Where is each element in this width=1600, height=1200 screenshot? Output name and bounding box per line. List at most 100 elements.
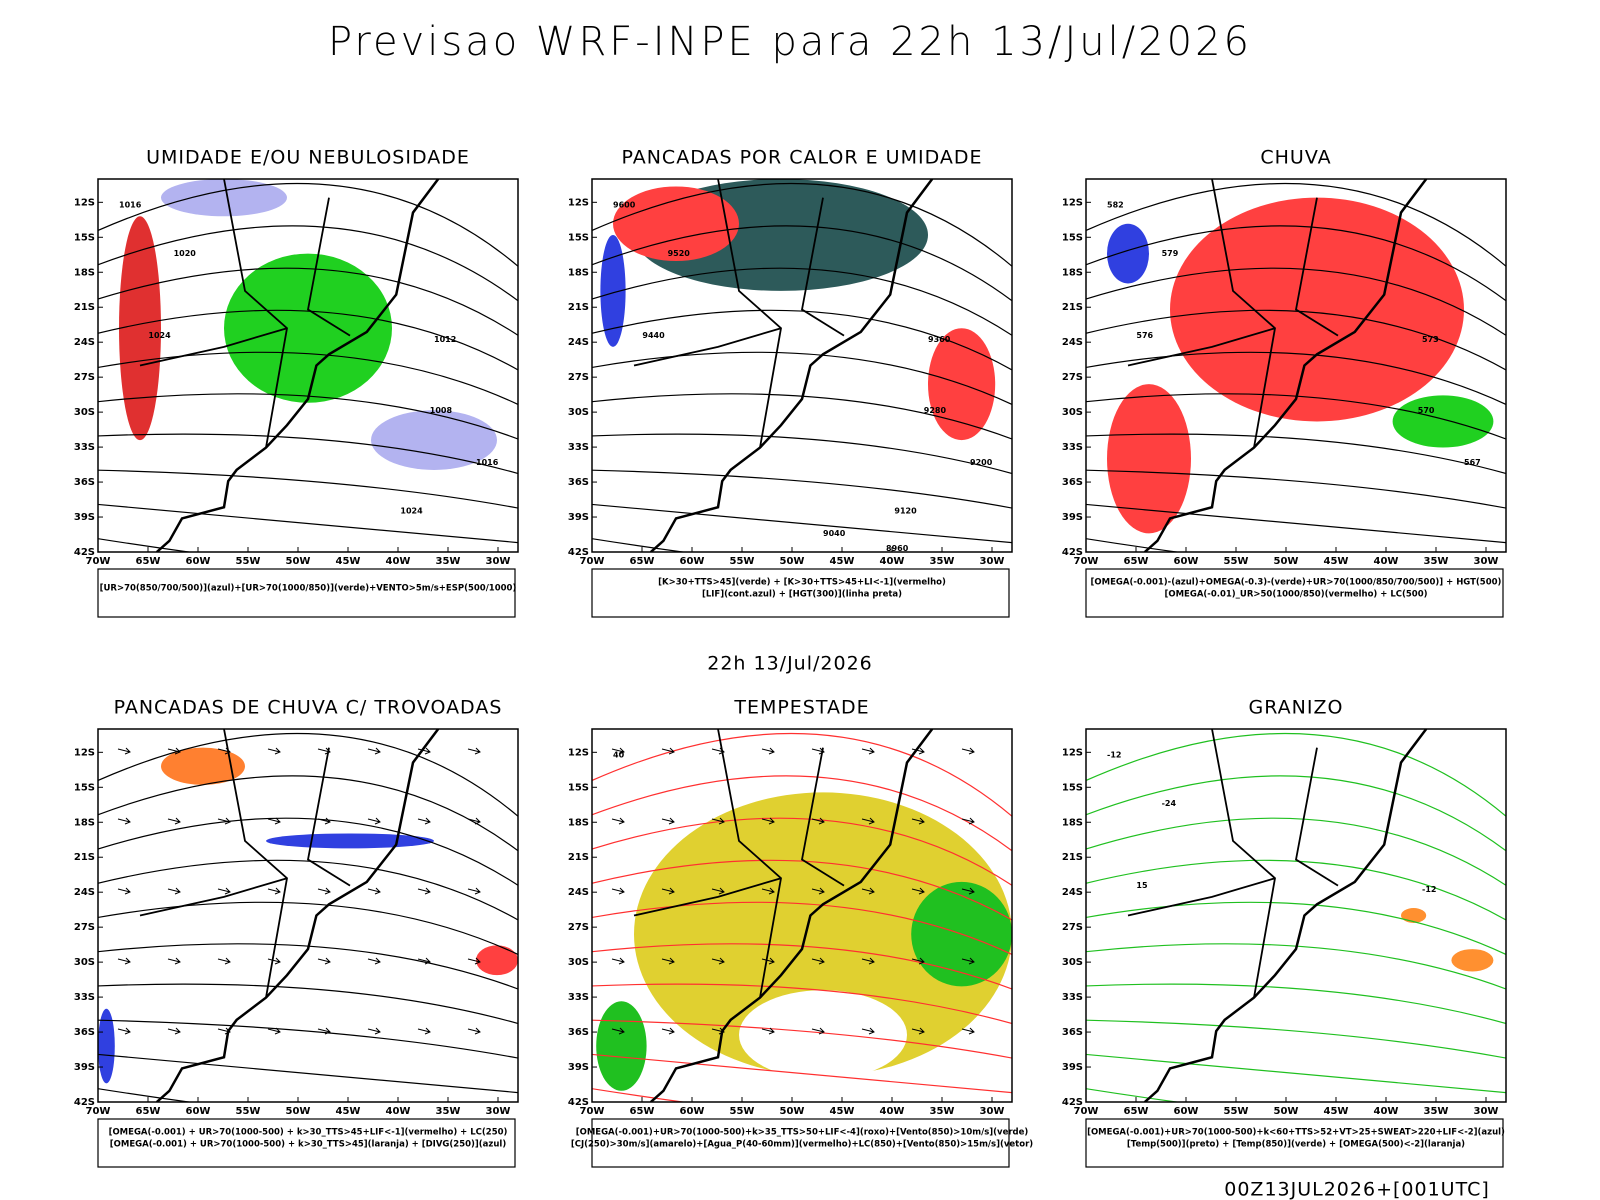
contour-line [592,182,1012,268]
lat-tick-label: 18S [74,817,95,828]
contour-line [592,225,1012,302]
contour-line [592,817,1012,887]
map-panel: GRANIZO -12 -24 15 -12 12S 15S 18S 21S 24S 27S 30S 3… [1062,697,1507,1168]
shaded-region [739,990,907,1080]
lon-tick-label: 65W [136,1106,161,1117]
wind-vector [117,747,131,755]
legend-box [591,1118,1010,1168]
lat-tick-label: 33S [568,442,589,453]
contour-label: 579 [1162,249,1179,258]
lon-tick-label: 45W [1324,556,1349,567]
map-frame [97,728,519,1103]
shaded-region [1107,384,1191,534]
lon-tick-label: 35W [930,556,955,567]
lon-tick-label: 55W [730,1106,755,1117]
legend-text: [CJ(250)>30m/s](amarelo)+[Agua_P(40-60mm… [571,1140,1033,1150]
wind-vector [811,817,825,825]
lon-tick-label: 35W [436,556,461,567]
lon-tick-label: 50W [286,1106,311,1117]
wind-vector [367,747,381,755]
contour-line [98,943,518,990]
contour-line [592,469,1012,509]
contour-line [1086,433,1506,475]
contour-label: 573 [1422,335,1439,344]
wind-vector [911,1027,925,1035]
contour-label: 9120 [894,506,917,515]
contour-line [1086,1019,1506,1059]
wind-vector [761,957,775,965]
lon-tick-label: 30W [486,1106,511,1117]
contour-line [592,393,1012,440]
lon-tick-label: 70W [86,556,111,567]
wind-vector [611,747,625,755]
wind-vector [117,817,131,825]
contour-line [592,732,1012,818]
lat-tick-label: 15S [568,232,589,243]
legend-text: [Temp(500)](preto) + [Temp(850)](verde) … [1127,1140,1465,1150]
lon-tick-label: 50W [780,556,805,567]
wind-vector [761,1027,775,1035]
lon-tick-label: 50W [286,556,311,567]
wind-vector [267,817,281,825]
contour-label: 1012 [434,335,456,344]
lat-tick-label: 39S [568,1062,589,1073]
map-area [98,729,518,1102]
lat-tick-label: 24S [74,887,95,898]
lon-tick-label: 50W [1274,556,1299,567]
lon-tick-label: 30W [486,556,511,567]
wind-vector [811,957,825,965]
wind-vector [911,747,925,755]
contour-line [98,182,518,268]
lat-tick-label: 27S [1062,922,1083,933]
shaded-region [1451,949,1494,972]
legend-box [1085,1118,1504,1168]
border [1127,179,1339,448]
wind-vector [611,957,625,965]
coastline [1143,179,1428,552]
lat-tick-label: 21S [568,852,589,863]
lat-tick-label: 27S [74,922,95,933]
legend-box [97,568,516,618]
wind-vector [661,887,675,895]
lon-tick-label: 65W [1124,556,1149,567]
contour-line [592,538,688,552]
lon-tick-label: 60W [680,1106,705,1117]
contour-label: 9040 [823,529,846,538]
wind-vector [467,1027,481,1035]
panel-title: CHUVA [1260,147,1331,169]
lat-tick-label: 12S [568,197,589,208]
shaded-region [161,747,245,785]
map-area: -12 -24 15 -12 [1086,729,1506,1102]
wind-vector [611,887,625,895]
contour-label: 1020 [174,249,197,258]
lat-tick-label: 33S [1062,442,1083,453]
wind-vector [467,817,481,825]
panel-title: GRANIZO [1249,697,1344,719]
coastline [649,729,934,1102]
wind-vector [167,887,181,895]
lon-tick-label: 30W [1474,1106,1499,1117]
legend-box [97,1118,516,1168]
wind-vector [711,887,725,895]
shaded-region [1170,197,1464,422]
contour-line [592,503,1012,544]
contour-line [1086,775,1506,852]
wind-vector [811,1027,825,1035]
wind-vector [267,957,281,965]
lat-tick-label: 24S [74,337,95,348]
lon-tick-label: 70W [1074,556,1099,567]
lat-tick-label: 21S [74,302,95,313]
map-frame [1085,178,1507,553]
contour-line [98,1088,194,1102]
wind-vector [167,747,181,755]
legend-text: [OMEGA(-0.001)-(azul)+OMEGA(-0.3)-(verde… [1091,578,1502,588]
shaded-region [1107,223,1149,284]
mid-subtitle: 22h 13/Jul/2026 [707,653,873,675]
wind-vector [217,817,231,825]
wind-vector [167,1027,181,1035]
contour-line [98,538,194,552]
lat-tick-label: 39S [1062,1062,1083,1073]
lon-tick-label: 55W [236,1106,261,1117]
contour-label: 1024 [400,506,423,515]
